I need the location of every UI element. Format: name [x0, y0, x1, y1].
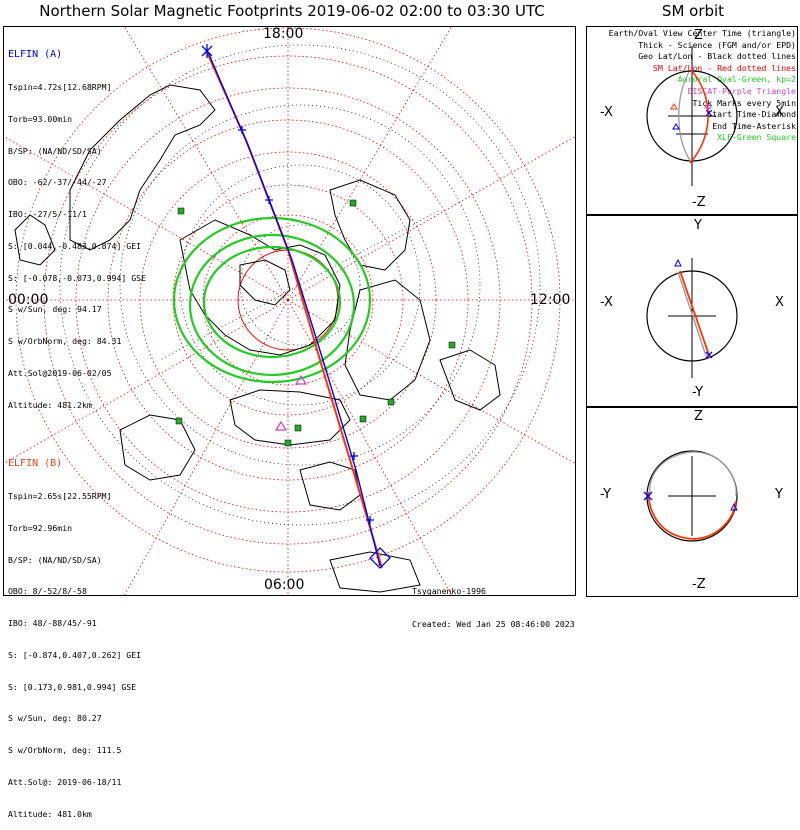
- panel2-top: Y: [694, 218, 702, 233]
- panel2-left: -X: [600, 295, 613, 310]
- hour-label-left: 00:00: [8, 292, 49, 308]
- elfin-b-line: S w/OrbNorm, deg: 111.5: [8, 745, 122, 756]
- eiscat-markers: [274, 374, 308, 431]
- elfin-a-header: ELFIN (A): [8, 49, 63, 61]
- elfin-b-line: S w/Sun, deg: 80.27: [8, 713, 102, 724]
- coastlines: [14, 84, 501, 593]
- footer: Tsyganenko-1996 Created: Wed Jan 25 08:4…: [412, 564, 575, 641]
- auroral-oval: [172, 216, 372, 384]
- xlf-stations: [175, 199, 456, 447]
- legend-item: SM Lat/Lon - Red dotted lines: [653, 62, 796, 73]
- sm-longitude-lines: [3, 26, 576, 596]
- elfin-b-line: Torb=92.96min: [8, 522, 73, 533]
- elfin-a-line: S: [-0.078,-0.073,0.994] GSE: [8, 272, 147, 283]
- sm-panel-yz: [586, 407, 798, 597]
- panel1-right: X: [775, 105, 784, 120]
- elfin-a-line: Att.Sol@2019-06-02/05: [8, 368, 112, 378]
- sm-panel-3-plot: [643, 450, 738, 542]
- sm-panel-1-plot: [646, 46, 738, 186]
- panel1-bottom: -Z: [692, 195, 706, 210]
- model-label: Tsyganenko-1996: [412, 586, 486, 596]
- panel2-bottom: -Y: [692, 385, 704, 400]
- end-asterisk: [201, 44, 213, 58]
- legend-item: End Time-Asterisk: [712, 120, 796, 131]
- elfin-a-track: [207, 51, 381, 567]
- legend-item: EISCAT-Purple Triangle: [687, 85, 796, 96]
- hour-label-top: 18:00: [263, 26, 304, 42]
- elfin-b-info: ELFIN (B) Tspin=2.65s[22.55RPM] Torb=92.…: [8, 438, 141, 830]
- sm-panel-xy: [586, 215, 798, 407]
- elfin-b-line: Altitude: 481.0km: [8, 808, 92, 819]
- elfin-a-line: IBO: -27/5/-11/1: [8, 209, 87, 220]
- sm-orbit-plots: [643, 46, 738, 542]
- elfin-a-line: Tspin=4.72s[12.68RPM]: [8, 81, 112, 92]
- elfin-a-line: S w/Sun, deg: 94.17: [8, 304, 102, 315]
- panel1-left: -X: [600, 105, 613, 120]
- hour-label-right: 12:00: [530, 292, 571, 308]
- legend: Earth/Oval View Center Time (triangle) Th…: [609, 28, 796, 144]
- elfin-b-line: IBO: 48/-88/45/-91: [8, 618, 97, 629]
- legend-item: Earth/Oval View Center Time (triangle): [608, 28, 796, 38]
- legend-item: Tick Marks every 5min: [692, 97, 796, 108]
- elfin-b-line: Tspin=2.65s[22.55RPM]: [8, 490, 112, 501]
- panel3-left: -Y: [600, 487, 612, 502]
- created-label: Created: Wed Jan 25 08:46:00 2023: [412, 619, 575, 629]
- elfin-b-line: OBO: 8/-52/8/-58: [8, 586, 87, 597]
- footprint-map: [3, 26, 576, 596]
- elfin-a-line: S: [0.044,-0.483,0.874] GEI: [8, 240, 142, 251]
- panel3-bottom: -Z: [692, 577, 706, 592]
- elfin-a-line: B/SP: (NA/ND/SD/SA): [8, 145, 102, 156]
- elfin-a-line: OBO: -62/-37/-44/-27: [8, 177, 107, 188]
- panel3-right: Y: [775, 487, 783, 502]
- elfin-b-line: S: [0.173,0.981,0.994] GSE: [8, 681, 137, 692]
- elfin-a-line: Altitude: 481.2km: [8, 399, 92, 410]
- elfin-b-line: B/SP: (NA/ND/SD/SA): [8, 554, 102, 565]
- sm-panel-xz: [586, 26, 798, 215]
- start-diamond: [369, 547, 391, 569]
- elfin-a-line: S w/OrbNorm, deg: 84.31: [8, 336, 122, 347]
- panel2-right: X: [775, 295, 784, 310]
- elfin-b-line: Att.Sol@: 2019-06-18/11: [8, 777, 122, 787]
- elfin-a-ticks: [238, 126, 374, 524]
- elfin-b-line: S: [-0.874,0.407,0.262] GEI: [8, 649, 142, 660]
- panel3-top: Z: [694, 409, 703, 424]
- legend-item: Start Time-Diamond: [707, 109, 796, 120]
- legend-item: Auroral Oval-Green, kp=2: [677, 74, 796, 85]
- legend-item: XLF-Green Square: [717, 132, 796, 143]
- legend-item: Thick - Science (FGM and/or EPD): [638, 39, 796, 50]
- panel1-top: Z: [694, 28, 703, 43]
- elfin-b-header: ELFIN (B): [8, 458, 63, 470]
- sm-panel-2-plot: [646, 258, 738, 378]
- footprint-map-frame: [3, 26, 576, 596]
- legend-item: Geo Lat/Lon - Black dotted lines: [638, 51, 796, 62]
- sm-orbit-title: SM orbit: [661, 2, 725, 20]
- elfin-a-line: Torb=93.00min: [8, 113, 73, 124]
- elfin-a-info: ELFIN (A) Tspin=4.72s[12.68RPM] Torb=93.…: [8, 29, 146, 421]
- chart-title: Northern Solar Magnetic Footprints 2019-…: [39, 2, 545, 20]
- hour-label-bottom: 06:00: [264, 577, 305, 593]
